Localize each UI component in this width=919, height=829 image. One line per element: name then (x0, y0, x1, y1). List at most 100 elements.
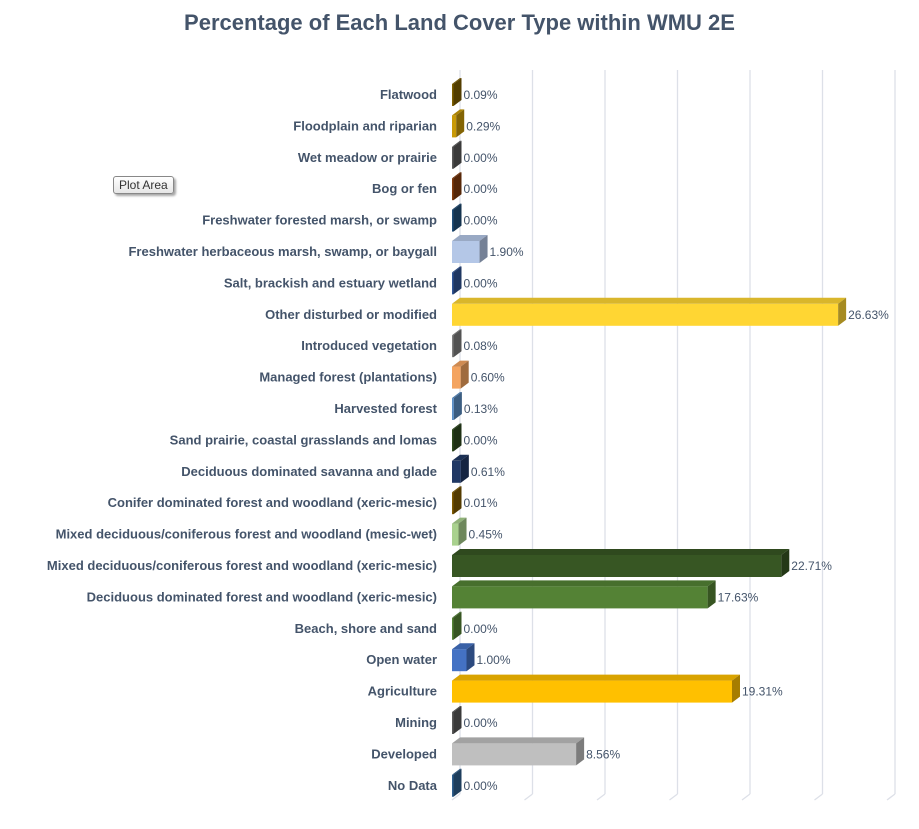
bar-20 (452, 706, 462, 734)
bar-side (460, 360, 469, 389)
data-label: 0.00% (464, 433, 498, 447)
category-label: Freshwater herbaceous marsh, swamp, or b… (128, 244, 437, 259)
data-label: 8.56% (586, 747, 620, 761)
category-label: Harvested forest (334, 401, 437, 416)
bar-top (452, 611, 462, 618)
bar-side (453, 172, 462, 201)
bar-front (452, 429, 454, 452)
bar-12 (452, 454, 469, 483)
category-label: Wet meadow or prairie (298, 150, 437, 165)
bar-top (452, 517, 467, 524)
bar-top (452, 454, 469, 461)
category-label: Developed (371, 746, 437, 761)
bar-front (452, 649, 467, 672)
category-label: Introduced vegetation (301, 338, 437, 353)
data-label: 0.29% (466, 119, 500, 133)
bar-front (452, 492, 454, 515)
bar-front (452, 241, 480, 263)
bar-front (452, 523, 459, 546)
bar-5 (452, 235, 488, 263)
bar-8 (452, 329, 462, 358)
bar-0 (452, 78, 462, 106)
bar-6 (452, 266, 462, 295)
bar-top (452, 674, 740, 681)
bar-side (479, 235, 488, 263)
category-label: Mixed deciduous/coniferous forest and wo… (47, 558, 437, 573)
category-label: Bog or fen (372, 181, 437, 196)
bar-side (458, 517, 467, 546)
data-label: 0.00% (464, 214, 498, 228)
bar-15 (452, 549, 790, 577)
bar-front (452, 743, 577, 766)
category-label: Mining (395, 715, 437, 730)
gridline-floor (524, 793, 533, 801)
bar-front (452, 680, 732, 703)
bar-top (452, 706, 462, 712)
bar-top (452, 297, 847, 304)
bar-top (452, 140, 462, 147)
bar-side (731, 674, 740, 703)
category-label: Beach, shore and sand (295, 621, 437, 636)
bar-top (452, 266, 462, 273)
bar-top (452, 109, 465, 116)
bar-top (452, 423, 462, 430)
data-label: 26.63% (848, 308, 889, 322)
bar-front (452, 178, 454, 201)
bar-front (452, 209, 454, 232)
bar-16 (452, 580, 716, 609)
data-label: 0.00% (464, 716, 498, 730)
bar-top (452, 486, 462, 493)
gridline-floor (814, 793, 823, 801)
bar-3 (452, 172, 462, 201)
category-label: Conifer dominated forest and woodland (x… (108, 495, 437, 510)
bar-side (453, 486, 462, 515)
bar-top (452, 643, 475, 650)
bar-14 (452, 517, 467, 546)
bar-front (452, 586, 708, 609)
bar-1 (452, 109, 465, 138)
bar-side (453, 203, 462, 232)
category-label: Freshwater forested marsh, or swamp (202, 213, 437, 228)
bar-11 (452, 423, 462, 452)
category-label: No Data (388, 778, 438, 793)
data-label: 17.63% (718, 590, 759, 604)
bar-side (453, 78, 462, 106)
data-label: 22.71% (791, 559, 832, 573)
bar-front (452, 555, 782, 577)
data-label: 0.45% (469, 528, 503, 542)
bar-2 (452, 140, 462, 169)
data-label: 0.00% (464, 276, 498, 290)
bar-top (452, 329, 462, 336)
bar-top (452, 549, 790, 555)
category-label: Deciduous dominated savanna and glade (181, 464, 437, 479)
bar-front (452, 146, 454, 169)
gridline-floor (741, 793, 751, 801)
data-label: 0.60% (471, 371, 505, 385)
gridline-floor (596, 793, 606, 801)
data-label: 0.00% (464, 622, 498, 636)
bar-front (452, 712, 454, 734)
bar-9 (452, 360, 469, 389)
bar-side (576, 737, 585, 766)
bar-22 (452, 768, 462, 797)
bar-4 (452, 203, 462, 232)
bar-side (453, 140, 462, 169)
bar-side (453, 329, 462, 358)
bar-19 (452, 674, 740, 703)
category-label: Mixed deciduous/coniferous forest and wo… (56, 527, 437, 542)
bar-front (452, 335, 454, 358)
data-label: 0.08% (464, 339, 498, 353)
bar-side (453, 266, 462, 295)
bar-side (460, 454, 469, 483)
bar-front (452, 115, 457, 138)
bar-7 (452, 297, 847, 326)
bar-top (452, 203, 462, 210)
bar-front (452, 366, 461, 389)
bar-front (452, 84, 454, 106)
chart-title: Percentage of Each Land Cover Type withi… (184, 10, 735, 35)
bar-side (453, 706, 462, 734)
category-label: Other disturbed or modified (265, 307, 437, 322)
category-label: Agriculture (368, 684, 437, 699)
category-label: Open water (366, 652, 437, 667)
category-label: Flatwood (380, 87, 437, 102)
